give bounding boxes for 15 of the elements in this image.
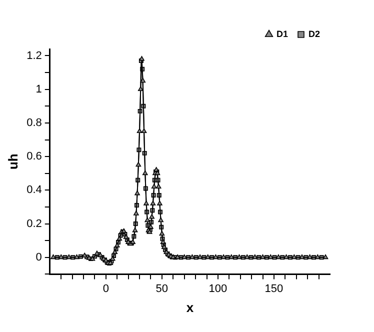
x-tick-label: 100 bbox=[208, 282, 228, 295]
x-tick-label: 0 bbox=[102, 282, 109, 295]
legend-label: D2 bbox=[308, 28, 320, 39]
y-tick-label: 0.4 bbox=[26, 184, 42, 196]
y-axis-title: uh bbox=[5, 154, 20, 170]
x-tick-label: 50 bbox=[156, 282, 168, 295]
y-tick-label: 1.2 bbox=[26, 50, 42, 62]
y-tick-label: 0.2 bbox=[26, 218, 42, 230]
x-axis-title: x bbox=[186, 300, 194, 315]
y-tick-label: 0.6 bbox=[26, 150, 42, 163]
y-tick-label: 1 bbox=[36, 83, 42, 96]
x-tick-label: 150 bbox=[264, 282, 284, 295]
y-tick-label: 0.8 bbox=[26, 116, 42, 129]
legend-label: D1 bbox=[276, 28, 288, 39]
y-tick-label: 0 bbox=[36, 251, 42, 264]
